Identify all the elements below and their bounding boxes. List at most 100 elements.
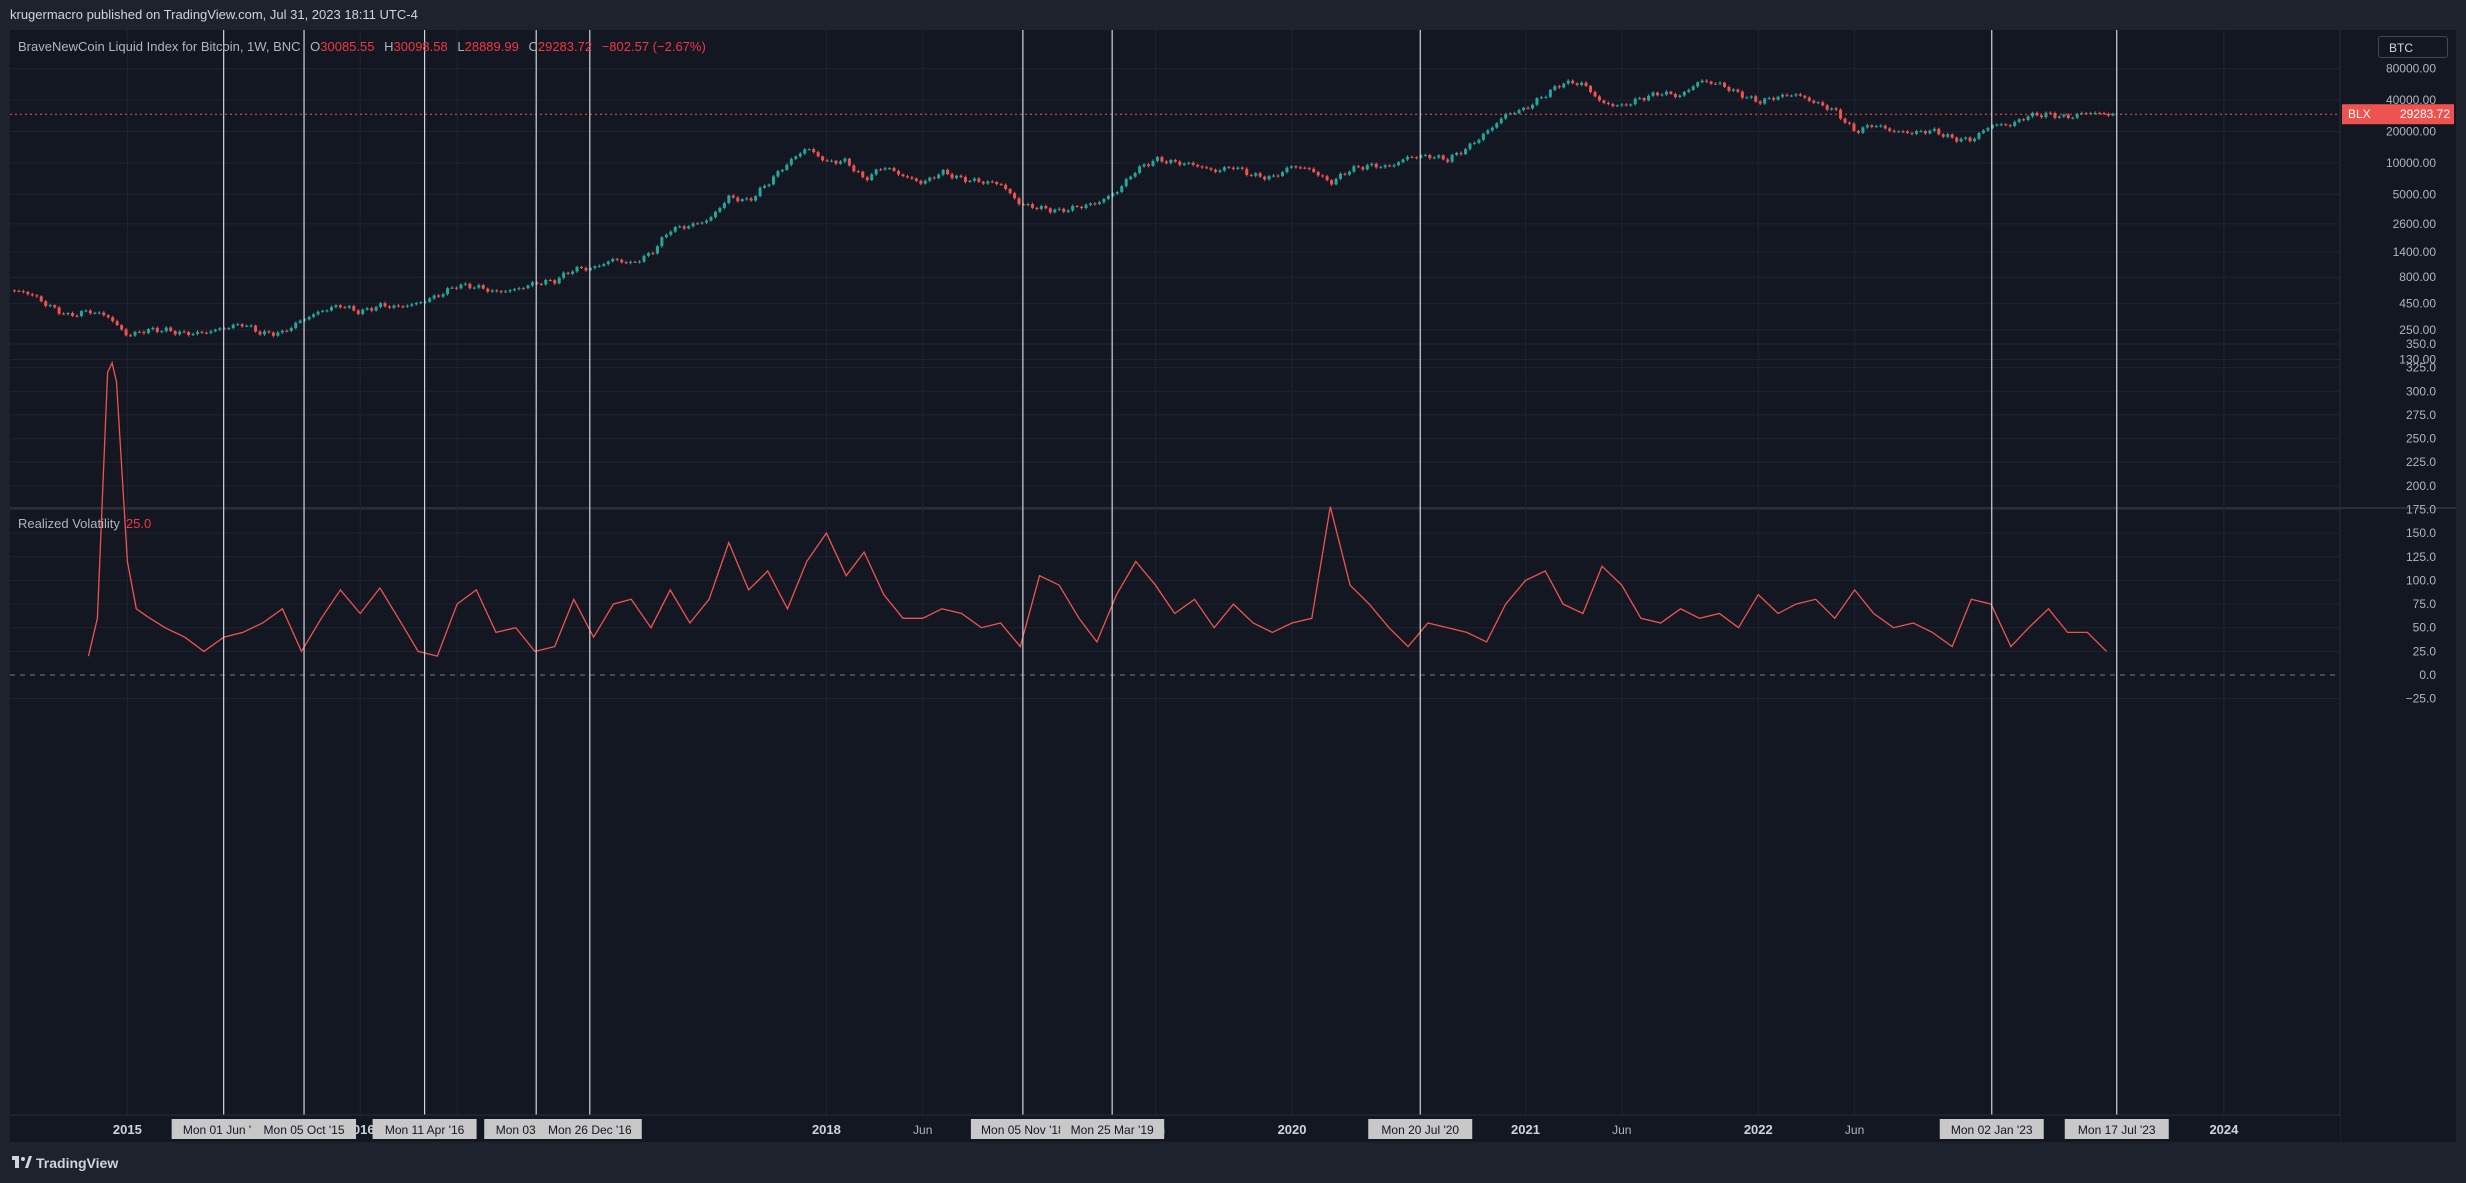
candle-body: [1254, 173, 1258, 176]
candle-body: [870, 174, 874, 181]
candle-body: [1392, 165, 1396, 167]
candle-body: [1682, 91, 1686, 96]
candle-body: [75, 315, 79, 317]
candle-body: [571, 271, 575, 274]
candle-body: [821, 156, 825, 161]
candle-body: [557, 277, 561, 284]
candle-body: [401, 306, 405, 308]
candle-body: [807, 149, 811, 151]
price-scale-label: 250.00: [2399, 323, 2436, 337]
candle-body: [1874, 126, 1878, 128]
candle-body: [597, 265, 601, 267]
candle-body: [1664, 91, 1668, 95]
candle-body: [1700, 80, 1704, 83]
price-scale-label: 20000.00: [2386, 124, 2436, 138]
candle-body: [1517, 110, 1521, 114]
candle-body: [178, 331, 182, 335]
candle-body: [593, 266, 597, 268]
candle-body: [1468, 143, 1472, 150]
candle-body: [794, 156, 798, 159]
candle-body: [1115, 192, 1119, 194]
candle-body: [888, 168, 892, 170]
date-marker-tag: [1060, 1119, 1165, 1139]
candle-body: [977, 178, 981, 182]
candle-body: [548, 280, 552, 282]
date-marker-tag: [537, 1119, 642, 1139]
candle-body: [1008, 188, 1012, 194]
candle-body: [504, 291, 508, 293]
date-marker-label: Mon 01 Jun '15: [183, 1123, 265, 1137]
candle-body: [1120, 186, 1124, 193]
chart-canvas[interactable]: 130.00 250.00 450.00 800.00 1400.00 2600.00 50…: [10, 30, 2456, 1142]
candle-body: [1776, 96, 1780, 100]
candle-body: [396, 305, 400, 307]
candle-body: [316, 311, 320, 315]
candle-body: [1214, 169, 1218, 172]
volatility-value: 25.0: [125, 516, 152, 531]
candle-body: [1155, 157, 1159, 161]
candle-body: [950, 174, 954, 179]
candle-body: [1080, 206, 1084, 209]
low-label: L: [457, 39, 465, 54]
compare-symbol-button[interactable]: BTC: [2378, 36, 2448, 58]
candle-body: [486, 288, 490, 292]
candle-body: [1575, 83, 1579, 85]
candle-body: [2057, 116, 2061, 118]
candle-body: [763, 185, 767, 188]
candle-body: [651, 253, 655, 255]
price-scale-label: 5000.00: [2393, 187, 2437, 201]
candle-body: [191, 333, 195, 336]
candle-body: [1022, 204, 1026, 206]
candle-body: [1294, 166, 1298, 168]
candle-body: [812, 149, 816, 153]
candle-body: [1343, 173, 1347, 175]
volatility-scale-label: 100.0: [2406, 573, 2436, 587]
volatility-name: Realized Volatility: [18, 516, 120, 531]
last-price-symbol: BLX: [2348, 107, 2371, 121]
candle-body: [1589, 85, 1593, 93]
candle-body: [1017, 198, 1021, 205]
candle-body: [1307, 168, 1311, 170]
candle-body: [1629, 104, 1633, 106]
candle-body: [1227, 167, 1231, 169]
candle-body: [963, 177, 967, 182]
candle-body: [838, 161, 842, 164]
candle-body: [1446, 159, 1450, 162]
time-axis-label: 2015: [113, 1122, 142, 1137]
candle-body: [1361, 167, 1365, 170]
candle-body: [446, 288, 450, 295]
candle-body: [1714, 83, 1718, 85]
candle-body: [1932, 128, 1936, 131]
candle-body: [84, 310, 88, 312]
candle-body: [441, 294, 445, 297]
candle-body: [646, 253, 650, 256]
candle-body: [1950, 134, 1954, 138]
candle-body: [1035, 207, 1039, 209]
candle-body: [718, 208, 722, 212]
candle-body: [1405, 156, 1409, 160]
candle-body: [776, 171, 780, 177]
price-scale-label: 800.00: [2399, 270, 2436, 284]
candle-body: [629, 261, 633, 263]
candle-body: [1647, 95, 1651, 101]
candle-body: [481, 285, 485, 289]
candle-body: [999, 184, 1003, 186]
candle-body: [392, 305, 396, 308]
candle-body: [1906, 131, 1910, 133]
candle-body: [1513, 113, 1517, 115]
candle-body: [1071, 205, 1075, 211]
candle-body: [713, 211, 717, 218]
candle-body: [749, 198, 753, 201]
time-axis-label: 2021: [1511, 1122, 1540, 1137]
candle-body: [142, 331, 146, 334]
candle-body: [526, 285, 530, 289]
chart-frame[interactable]: 130.00 250.00 450.00 800.00 1400.00 2600.00 50…: [10, 30, 2456, 1142]
candle-body: [1941, 134, 1945, 137]
candle-body: [780, 169, 784, 172]
candle-body: [428, 298, 432, 302]
candle-body: [1999, 124, 2003, 126]
candle-body: [1231, 167, 1235, 169]
candle-body: [660, 237, 664, 247]
candle-body: [137, 331, 141, 333]
candle-body: [678, 226, 682, 228]
